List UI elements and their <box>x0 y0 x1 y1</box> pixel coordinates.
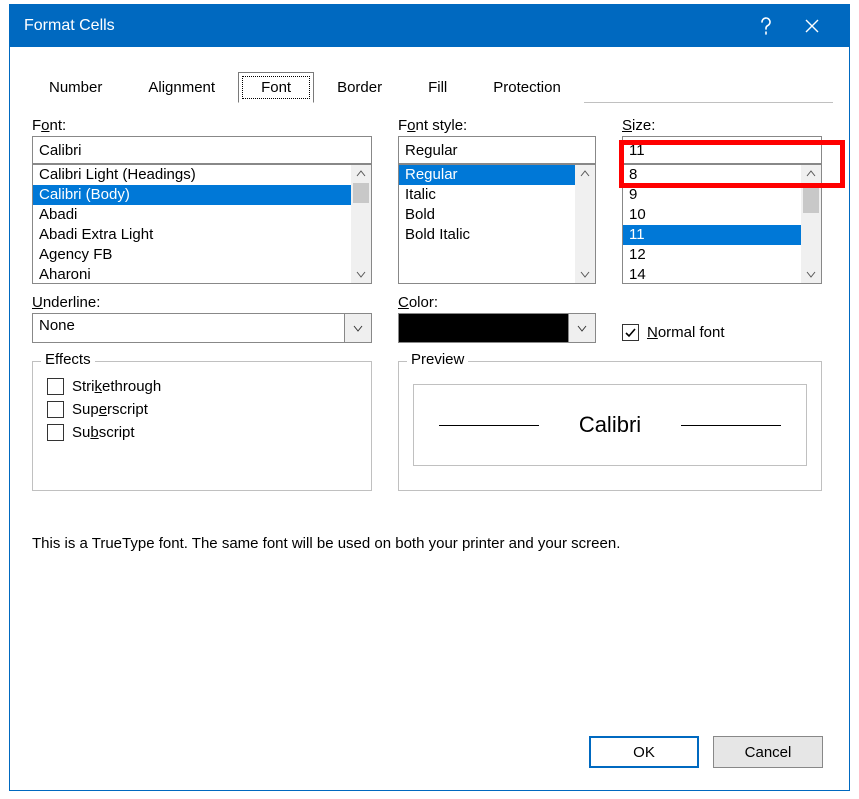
size-input[interactable] <box>622 136 822 164</box>
scroll-up-icon[interactable] <box>801 165 821 183</box>
tab-font[interactable]: Font <box>238 72 314 103</box>
size-option[interactable]: 12 <box>623 245 801 265</box>
color-dropdown-button[interactable] <box>568 313 596 343</box>
font-option[interactable]: Agency FB <box>33 245 351 265</box>
font-scrollbar[interactable] <box>351 165 371 283</box>
tab-alignment[interactable]: Alignment <box>125 72 238 103</box>
ok-button[interactable]: OK <box>589 736 699 768</box>
subscript-checkbox[interactable]: Subscript <box>47 424 357 441</box>
preview-legend: Preview <box>407 351 468 368</box>
close-button[interactable] <box>789 5 835 47</box>
font-option[interactable]: Abadi <box>33 205 351 225</box>
effects-group: Effects Strikethrough Superscript Subscr… <box>32 361 372 491</box>
font-option[interactable]: Calibri Light (Headings) <box>33 165 351 185</box>
format-cells-dialog: Format Cells Number Alignment Font Borde… <box>9 4 850 791</box>
font-label: Font: <box>32 117 372 134</box>
font-listbox[interactable]: Calibri Light (Headings) Calibri (Body) … <box>32 164 372 284</box>
underline-dropdown[interactable]: None <box>32 313 372 343</box>
style-option[interactable]: Regular <box>399 165 575 185</box>
color-value <box>398 313 568 343</box>
underline-value: None <box>32 313 344 343</box>
titlebar: Format Cells <box>10 5 849 47</box>
cancel-button[interactable]: Cancel <box>713 736 823 768</box>
font-option[interactable]: Aharoni <box>33 265 351 283</box>
normal-font-checkbox[interactable]: Normal font <box>622 324 725 341</box>
tab-number[interactable]: Number <box>26 72 125 103</box>
size-scrollbar[interactable] <box>801 165 821 283</box>
preview-line <box>439 425 539 426</box>
preview-box: Calibri <box>413 384 807 466</box>
size-option[interactable]: 14 <box>623 265 801 283</box>
font-option[interactable]: Abadi Extra Light <box>33 225 351 245</box>
font-option[interactable]: Calibri (Body) <box>33 185 351 205</box>
font-input[interactable] <box>32 136 372 164</box>
size-option[interactable]: 10 <box>623 205 801 225</box>
style-option[interactable]: Italic <box>399 185 575 205</box>
color-label: Color: <box>398 294 596 311</box>
scroll-down-icon[interactable] <box>351 265 371 283</box>
size-label: Size: <box>622 117 822 134</box>
tab-fill[interactable]: Fill <box>405 72 470 103</box>
help-button[interactable] <box>743 5 789 47</box>
strikethrough-checkbox[interactable]: Strikethrough <box>47 378 357 395</box>
checkbox-icon <box>47 378 64 395</box>
checkbox-icon <box>47 424 64 441</box>
color-dropdown[interactable] <box>398 313 596 343</box>
scroll-down-icon[interactable] <box>575 265 595 283</box>
scroll-thumb[interactable] <box>803 183 819 213</box>
style-listbox[interactable]: Regular Italic Bold Bold Italic <box>398 164 596 284</box>
preview-group: Preview Calibri <box>398 361 822 491</box>
font-panel: Font: Calibri Light (Headings) Calibri (… <box>10 103 849 552</box>
style-input[interactable] <box>398 136 596 164</box>
info-text: This is a TrueType font. The same font w… <box>32 535 827 552</box>
dialog-title: Format Cells <box>24 17 115 35</box>
style-option[interactable]: Bold <box>399 205 575 225</box>
underline-label: Underline: <box>32 294 372 311</box>
scroll-thumb[interactable] <box>353 183 369 203</box>
size-option[interactable]: 9 <box>623 185 801 205</box>
scroll-up-icon[interactable] <box>575 165 595 183</box>
style-label: Font style: <box>398 117 596 134</box>
style-option[interactable]: Bold Italic <box>399 225 575 245</box>
button-bar: OK Cancel <box>589 736 823 768</box>
style-scrollbar[interactable] <box>575 165 595 283</box>
scroll-down-icon[interactable] <box>801 265 821 283</box>
size-option[interactable]: 8 <box>623 165 801 185</box>
tab-strip: Number Alignment Font Border Fill Protec… <box>26 71 833 103</box>
effects-legend: Effects <box>41 351 95 368</box>
checkbox-icon <box>622 324 639 341</box>
superscript-checkbox[interactable]: Superscript <box>47 401 357 418</box>
tab-border[interactable]: Border <box>314 72 405 103</box>
underline-dropdown-button[interactable] <box>344 313 372 343</box>
checkbox-icon <box>47 401 64 418</box>
tab-protection[interactable]: Protection <box>470 72 584 103</box>
scroll-up-icon[interactable] <box>351 165 371 183</box>
preview-sample: Calibri <box>579 412 641 438</box>
size-listbox[interactable]: 8 9 10 11 12 14 <box>622 164 822 284</box>
size-option[interactable]: 11 <box>623 225 801 245</box>
preview-line <box>681 425 781 426</box>
